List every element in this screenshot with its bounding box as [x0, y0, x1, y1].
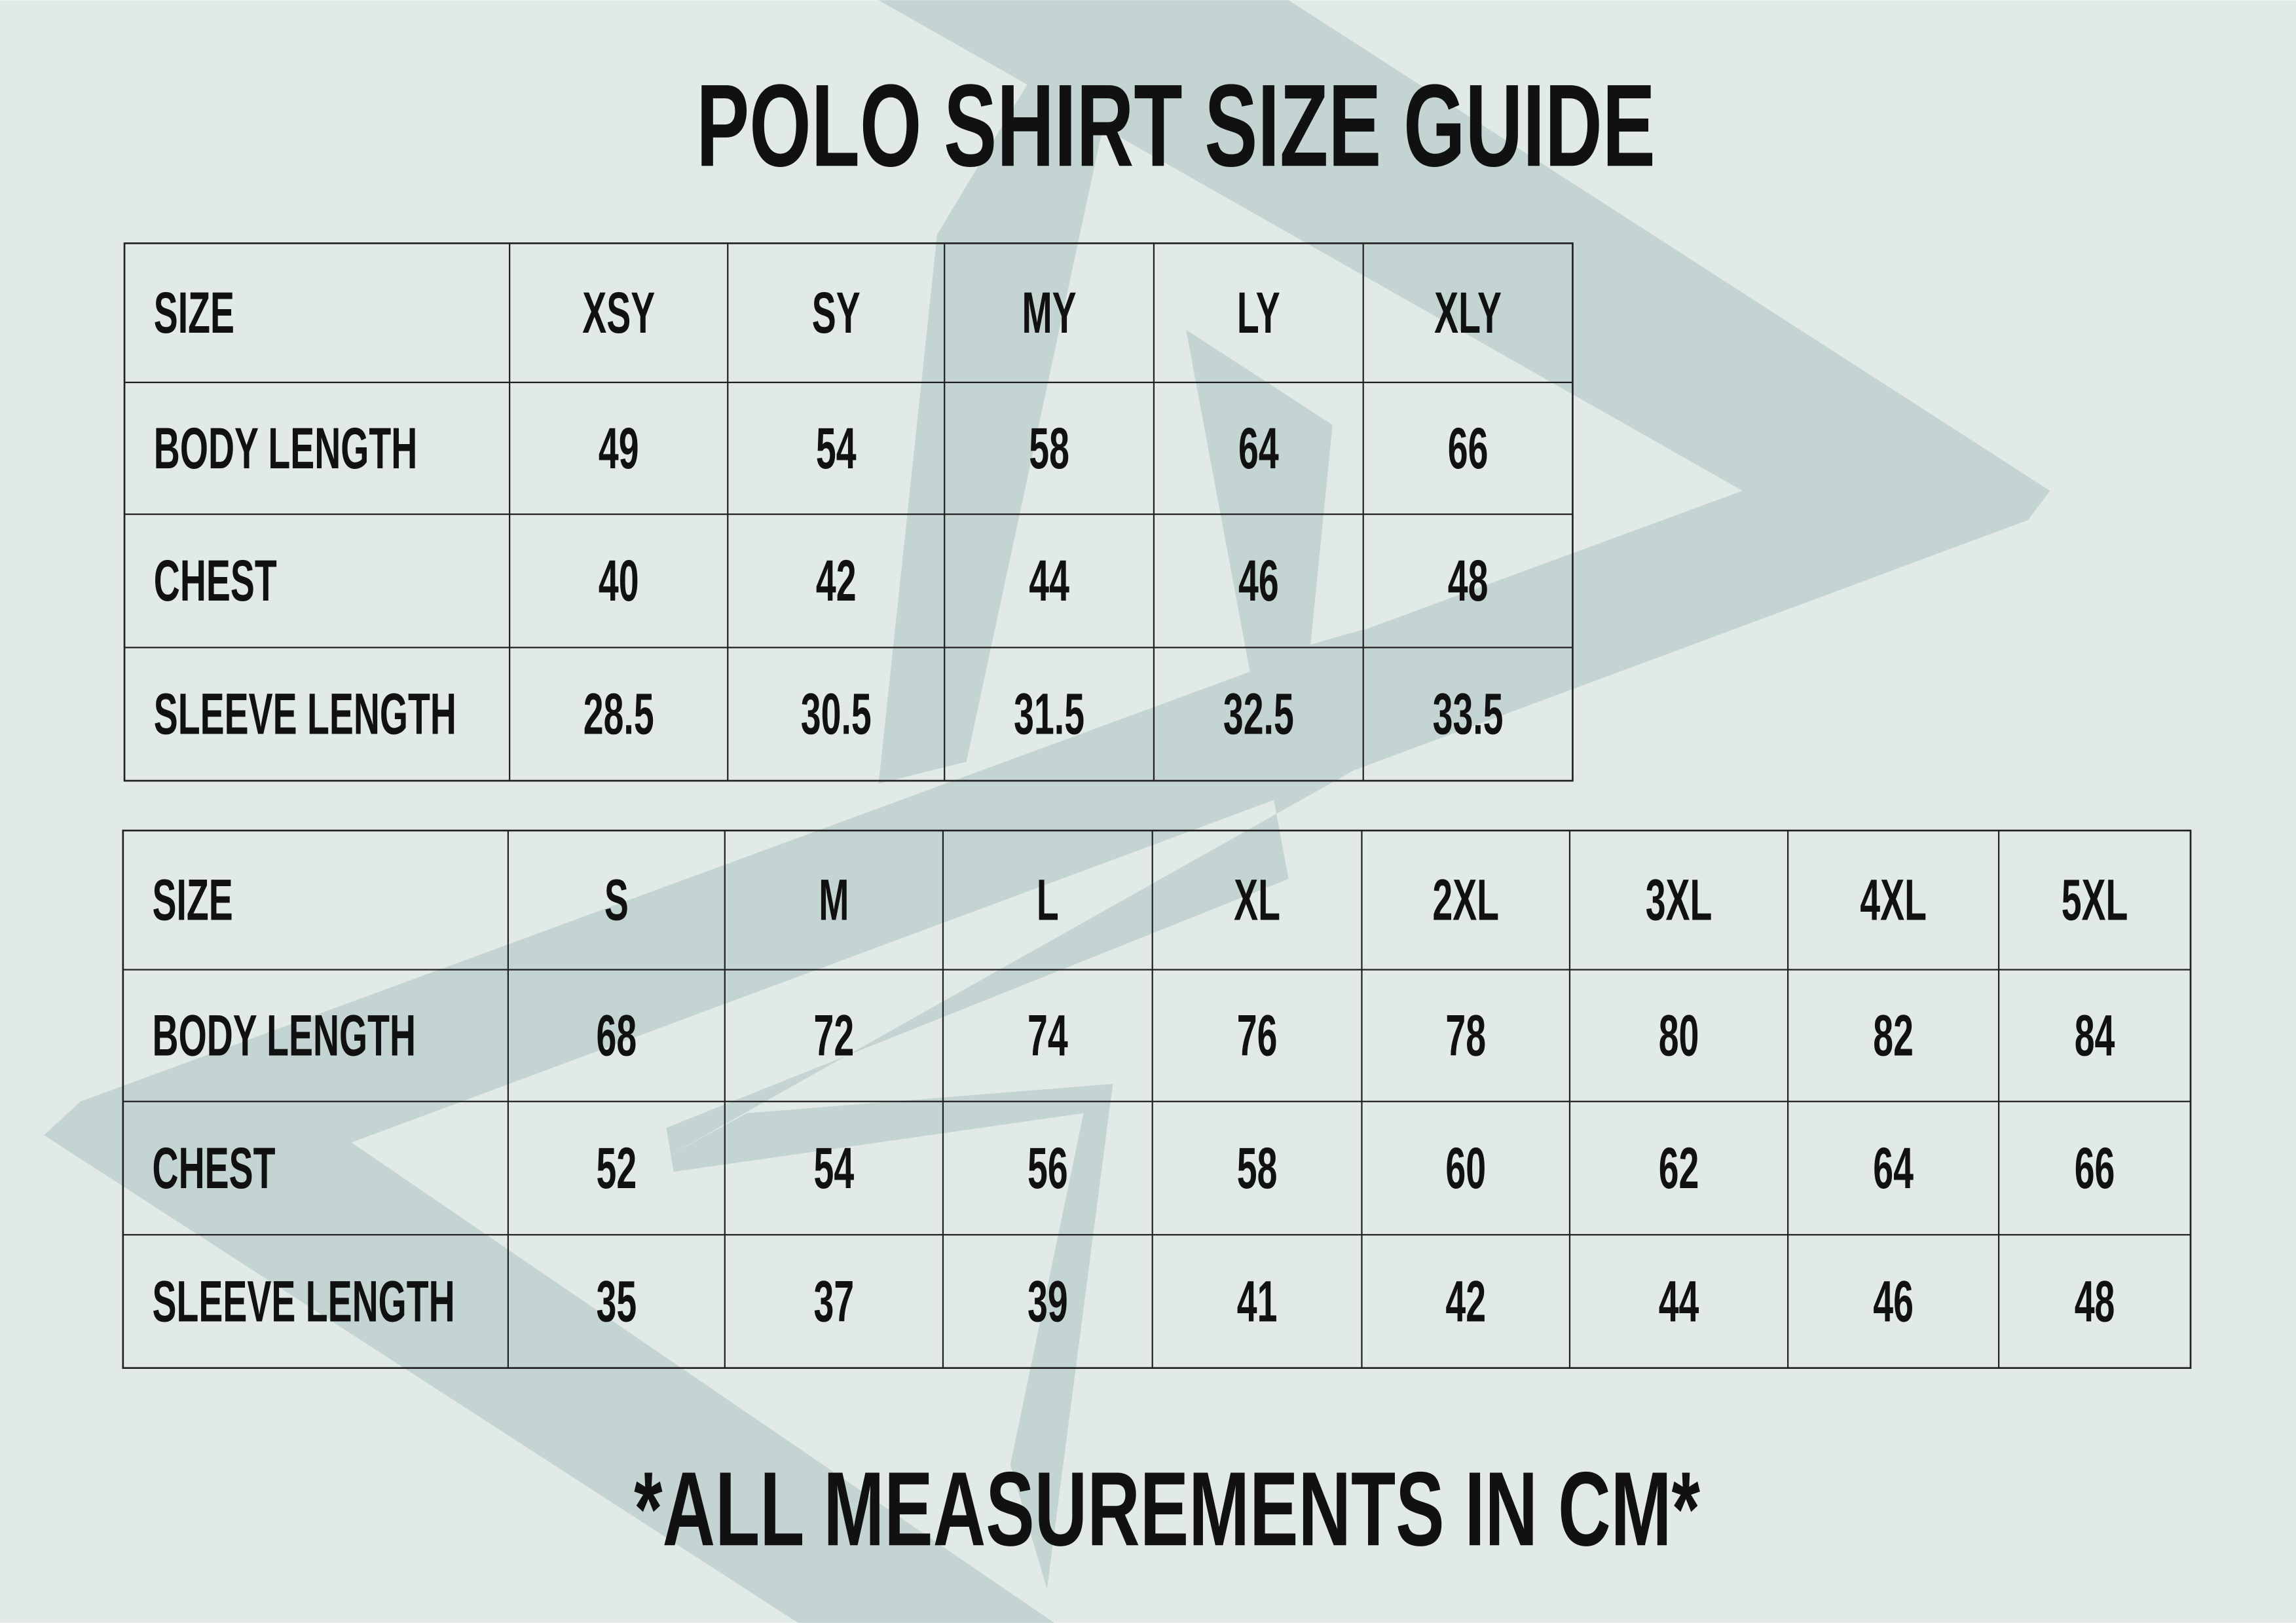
cell-value: 37 [814, 1269, 855, 1334]
cell-value: L [1037, 867, 1059, 933]
row-label: SLEEVE LENGTH [154, 681, 456, 747]
cell-value: 64 [1238, 415, 1279, 481]
cell-value: 58 [1029, 415, 1069, 481]
row-label: CHEST [154, 548, 277, 614]
cell-value: 5XL [2062, 867, 2128, 933]
cell-value: 82 [1873, 1003, 1914, 1068]
cell-value: 66 [2075, 1135, 2115, 1201]
table-border [122, 829, 2192, 1370]
cell-value: 33.5 [1433, 681, 1504, 747]
cell-value: 68 [597, 1003, 637, 1068]
table-border [123, 242, 1574, 782]
row-label: BODY LENGTH [154, 415, 418, 481]
cell-value: 48 [2075, 1269, 2115, 1334]
cell-value: XLY [1434, 280, 1502, 345]
cell-value: 66 [1448, 415, 1489, 481]
cell-value: 46 [1238, 548, 1279, 614]
cell-value: 30.5 [801, 681, 872, 747]
cell-value: SY [812, 280, 861, 345]
cell-value: 76 [1237, 1003, 1278, 1068]
footnote: *ALL MEASUREMENTS IN CM* [634, 1450, 1700, 1568]
cell-value: 48 [1448, 548, 1489, 614]
row-label: SIZE [153, 867, 233, 933]
watermark-stroke [666, 329, 1369, 1590]
cell-value: 54 [814, 1135, 855, 1201]
cell-value: M [819, 867, 849, 933]
cell-value: 78 [1445, 1003, 1486, 1068]
cell-value: 41 [1237, 1269, 1278, 1334]
title: POLO SHIRT SIZE GUIDE [696, 60, 1656, 191]
row-label: CHEST [153, 1135, 276, 1201]
cell-value: S [604, 867, 629, 933]
cell-value: 80 [1659, 1003, 1699, 1068]
cell-value: 2XL [1432, 867, 1499, 933]
cell-value: 32.5 [1223, 681, 1294, 747]
cell-value: XL [1234, 867, 1280, 933]
cell-value: 42 [816, 548, 857, 614]
cell-value: 64 [1873, 1135, 1914, 1201]
row-label: BODY LENGTH [153, 1003, 417, 1068]
cell-value: 31.5 [1014, 681, 1084, 747]
cell-value: 56 [1028, 1135, 1068, 1201]
cell-value: 72 [814, 1003, 855, 1068]
row-label: SIZE [154, 280, 234, 345]
cell-value: 46 [1873, 1269, 1914, 1334]
cell-value: 44 [1029, 548, 1069, 614]
cell-value: 54 [816, 415, 857, 481]
cell-value: MY [1022, 280, 1076, 345]
cell-value: 58 [1237, 1135, 1278, 1201]
watermark-chevron [44, 0, 2050, 1623]
watermark [44, 0, 2050, 1623]
cell-value: 40 [599, 548, 639, 614]
cell-value: 74 [1028, 1003, 1068, 1068]
cell-value: 35 [597, 1269, 637, 1334]
cell-value: 62 [1659, 1135, 1699, 1201]
cell-value: 60 [1445, 1135, 1486, 1201]
row-label: SLEEVE LENGTH [153, 1269, 455, 1334]
cell-value: 39 [1028, 1269, 1068, 1334]
cell-value: 42 [1445, 1269, 1486, 1334]
cell-value: 84 [2075, 1003, 2115, 1068]
cell-value: XSY [582, 280, 655, 345]
cell-value: 3XL [1646, 867, 1713, 933]
cell-value: 44 [1659, 1269, 1699, 1334]
cell-value: LY [1237, 280, 1280, 345]
cell-value: 49 [599, 415, 639, 481]
cell-value: 4XL [1860, 867, 1927, 933]
cell-value: 28.5 [583, 681, 654, 747]
cell-value: 52 [597, 1135, 637, 1201]
watermark-stroke [878, 51, 1113, 784]
